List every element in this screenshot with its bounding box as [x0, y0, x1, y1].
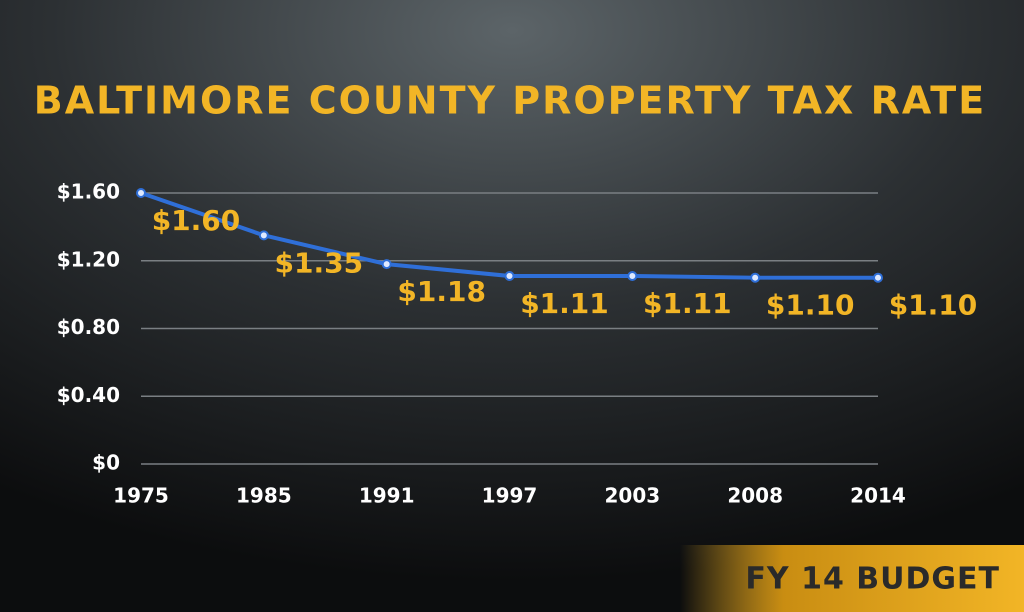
data-label: $1.11	[643, 287, 732, 320]
x-tick-label: 2003	[604, 484, 660, 508]
x-tick-label: 1975	[113, 484, 169, 508]
point	[750, 272, 761, 283]
point	[381, 259, 392, 270]
point	[873, 272, 883, 283]
y-tick-label: $1.60	[57, 180, 120, 204]
data-label: $1.10	[889, 289, 978, 322]
point	[504, 270, 515, 281]
chart-title: BALTIMORE COUNTY PROPERTY TAX RATE	[34, 79, 986, 123]
data-label: $1.60	[152, 204, 241, 237]
x-tick-label: 2008	[727, 484, 783, 508]
y-tick-label: $0.40	[57, 383, 120, 407]
point	[258, 230, 269, 241]
y-tick-label: $0.80	[57, 315, 120, 339]
badge-background	[680, 545, 1024, 612]
x-tick-label: 1997	[482, 484, 538, 508]
point	[136, 188, 146, 198]
data-label: $1.18	[397, 275, 486, 308]
point	[627, 270, 638, 281]
data-label: $1.11	[520, 287, 609, 320]
data-label: $1.35	[275, 246, 364, 279]
data-label: $1.10	[766, 289, 855, 322]
x-tick-label: 1985	[236, 484, 292, 508]
y-tick-label: $1.20	[57, 247, 120, 271]
x-tick-label: 1991	[359, 484, 415, 508]
x-tick-label: 2014	[850, 484, 906, 508]
y-tick-label: $0	[92, 451, 120, 475]
badge: FY 14 BUDGET	[745, 562, 1000, 597]
